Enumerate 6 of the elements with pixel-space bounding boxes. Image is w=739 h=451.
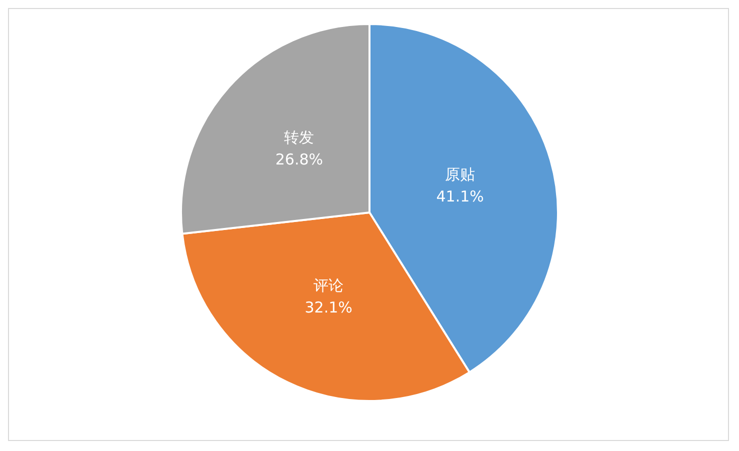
slice-label: 原贴 [445,165,476,184]
data-label: 26.8% [275,150,324,169]
data-label: 41.1% [436,187,484,206]
slice-label: 评论 [314,276,344,294]
slice-label: 转发 [284,128,314,147]
data-label: 32.1% [304,298,352,316]
